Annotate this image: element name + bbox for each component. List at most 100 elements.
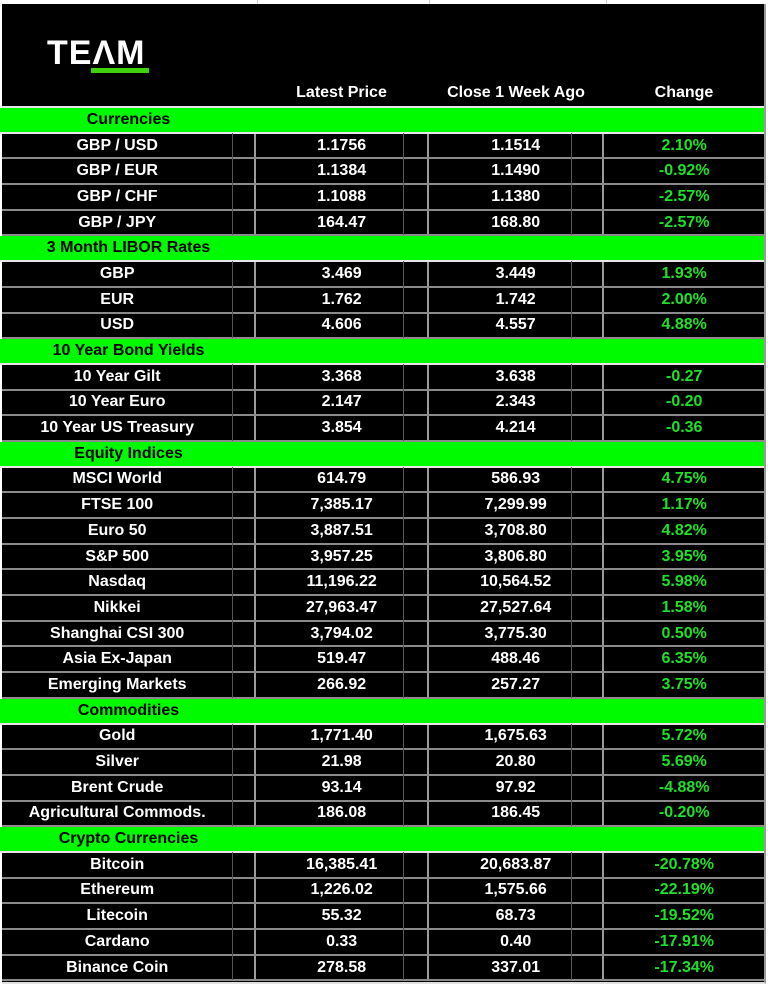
cell-label: Shanghai CSI 300 — [2, 620, 254, 647]
cell-change: 1.17% — [602, 493, 764, 517]
cell-week: 257.27 — [426, 672, 603, 698]
cell-latest: 1,226.02 — [254, 877, 427, 903]
cell-label: GBP — [2, 261, 254, 287]
table-row: Nikkei 27,963.47 27,527.64 1.58% — [2, 595, 764, 622]
cell-latest: 1.1756 — [254, 132, 427, 159]
cell-change: -19.52% — [602, 904, 764, 928]
cell-change: -2.57% — [602, 185, 764, 209]
section-title: Currencies — [86, 110, 171, 128]
table-row: Binance Coin 278.58 337.01 -17.34% — [2, 954, 764, 982]
section-header-row: 10 Year Bond Yields — [0, 339, 764, 365]
cell-change: 4.88% — [602, 313, 764, 338]
cell-latest: 93.14 — [254, 774, 427, 801]
cell-label: Litecoin — [2, 903, 254, 929]
cell-change: -2.57% — [602, 210, 764, 235]
table-row: Cardano 0.33 0.40 -17.91% — [2, 929, 764, 956]
cell-change: -22.19% — [602, 878, 764, 903]
cell-latest: 3.469 — [254, 261, 427, 287]
section-title: Equity Indices — [74, 444, 183, 462]
cell-label: Binance Coin — [2, 954, 254, 981]
cell-label: FTSE 100 — [2, 492, 254, 518]
section-title: Crypto Currencies — [58, 830, 199, 848]
section-title: 10 Year Bond Yields — [52, 342, 205, 360]
cell-label: Ethereum — [2, 877, 254, 903]
table-row: GBP 3.469 3.449 1.93% — [2, 261, 764, 288]
cell-week: 20.80 — [426, 749, 603, 775]
cell-week: 68.73 — [426, 903, 603, 929]
cell-change: -17.34% — [602, 955, 764, 980]
cell-latest: 519.47 — [254, 646, 427, 672]
cell-change: -0.20% — [602, 801, 764, 826]
cell-label: GBP / CHF — [2, 184, 254, 210]
table-row: 10 Year US Treasury 3.854 4.214 -0.36 — [2, 415, 764, 442]
cell-change: -0.36 — [602, 416, 764, 440]
cell-label: EUR — [2, 286, 254, 313]
cell-change: 3.95% — [602, 544, 764, 569]
cell-latest: 3,887.51 — [254, 518, 427, 544]
table-row: Nasdaq 11,196.22 10,564.52 5.98% — [2, 569, 764, 597]
cell-label: Nikkei — [2, 595, 254, 621]
cell-week: 1.1514 — [426, 132, 603, 159]
cell-change: 5.98% — [602, 570, 764, 595]
cell-latest: 164.47 — [254, 209, 427, 236]
gridline-tick — [257, 0, 258, 4]
table-row: Bitcoin 16,385.41 20,683.87 -20.78% — [2, 851, 764, 879]
cell-latest: 55.32 — [254, 903, 427, 929]
section-header-row: 3 Month LIBOR Rates — [0, 236, 764, 263]
cell-week: 0.40 — [426, 929, 603, 955]
cell-label: GBP / EUR — [2, 158, 254, 184]
cell-latest: 1.1088 — [254, 184, 427, 210]
cell-label: Brent Crude — [2, 774, 254, 801]
cell-change: 1.58% — [602, 596, 764, 620]
cell-label: S&P 500 — [2, 543, 254, 570]
cell-latest: 7,385.17 — [254, 492, 427, 518]
table-row: GBP / CHF 1.1088 1.1380 -2.57% — [2, 184, 764, 211]
table-row: EUR 1.762 1.742 2.00% — [2, 286, 764, 314]
table-header-block: TEΛM Latest Price Close 1 Week Ago Chang… — [2, 4, 764, 108]
cell-change: 0.50% — [602, 621, 764, 646]
cell-latest: 3.854 — [254, 415, 427, 441]
table-row: MSCI World 614.79 586.93 4.75% — [2, 466, 764, 494]
cell-label: Gold — [2, 723, 254, 749]
section-header-row: Commodities — [0, 698, 764, 725]
cell-week: 20,683.87 — [426, 851, 603, 878]
cell-week: 4.214 — [426, 415, 603, 441]
table-row: FTSE 100 7,385.17 7,299.99 1.17% — [2, 492, 764, 519]
cell-week: 168.80 — [426, 209, 603, 236]
team-logo-underline — [91, 68, 149, 73]
cell-week: 1.1380 — [426, 184, 603, 210]
cell-change: 2.00% — [602, 287, 764, 312]
cell-week: 3,806.80 — [426, 543, 603, 570]
table-row: GBP / USD 1.1756 1.1514 2.10% — [2, 132, 764, 160]
cell-latest: 614.79 — [254, 466, 427, 492]
cell-change: -4.88% — [602, 775, 764, 800]
cell-label: Emerging Markets — [2, 672, 254, 698]
table-row: Ethereum 1,226.02 1,575.66 -22.19% — [2, 877, 764, 905]
cell-latest: 186.08 — [254, 800, 427, 826]
cell-change: 1.93% — [602, 262, 764, 286]
cell-latest: 3,794.02 — [254, 620, 427, 647]
table-row: 10 Year Euro 2.147 2.343 -0.20 — [2, 389, 764, 417]
section-title: 3 Month LIBOR Rates — [46, 239, 211, 257]
cell-week: 97.92 — [426, 774, 603, 801]
cell-change: -20.78% — [602, 852, 764, 877]
cell-week: 186.45 — [426, 800, 603, 826]
cell-week: 1.742 — [426, 286, 603, 313]
gridline-tick — [606, 0, 607, 4]
cell-label: Cardano — [2, 929, 254, 955]
section-header-row: Equity Indices — [0, 441, 764, 468]
section-header-row: Crypto Currencies — [0, 827, 764, 853]
table-body: Currencies GBP / USD 1.1756 1.1514 2.10% GBP … — [0, 108, 764, 982]
cell-week: 3,775.30 — [426, 620, 603, 647]
cell-week: 1,675.63 — [426, 723, 603, 749]
cell-week: 586.93 — [426, 466, 603, 492]
cell-latest: 266.92 — [254, 672, 427, 698]
cell-latest: 278.58 — [254, 954, 427, 981]
table-row: GBP / JPY 164.47 168.80 -2.57% — [2, 209, 764, 237]
column-header-close-1-week-ago: Close 1 Week Ago — [447, 84, 585, 101]
cell-label: 10 Year Euro — [2, 389, 254, 415]
table-row: Asia Ex-Japan 519.47 488.46 6.35% — [2, 646, 764, 674]
cell-latest: 21.98 — [254, 749, 427, 775]
cell-label: GBP / USD — [2, 132, 254, 159]
cell-latest: 1.1384 — [254, 158, 427, 184]
